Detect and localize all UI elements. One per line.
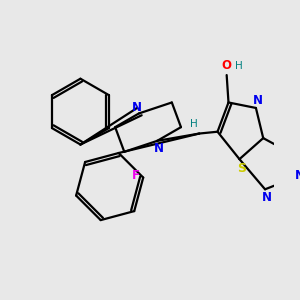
Text: N: N: [132, 100, 142, 113]
Text: N: N: [295, 169, 300, 182]
Text: H: H: [190, 119, 198, 129]
Text: F: F: [132, 169, 140, 182]
Text: N: N: [253, 94, 263, 107]
Text: N: N: [262, 191, 272, 204]
Text: O: O: [222, 59, 232, 72]
Text: N: N: [154, 142, 164, 155]
Text: S: S: [237, 162, 246, 175]
Text: H: H: [235, 61, 242, 71]
